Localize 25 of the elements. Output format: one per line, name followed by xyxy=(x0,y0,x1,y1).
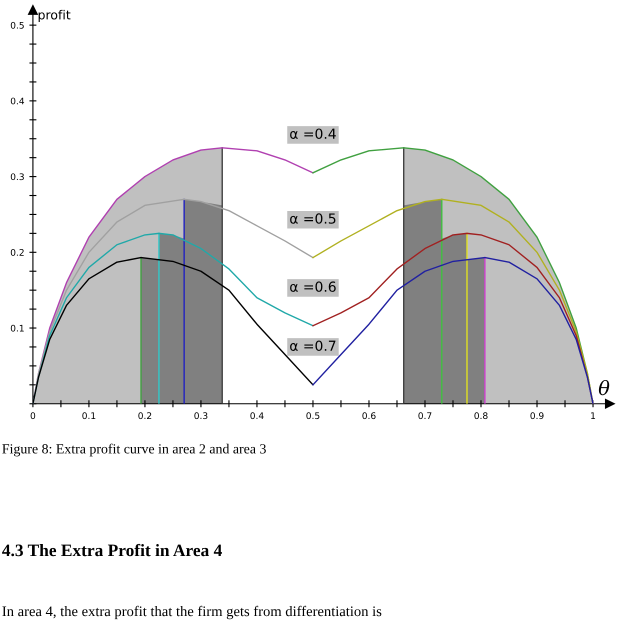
x-tick-label: 0.8 xyxy=(474,412,488,420)
x-tick-label: 0.2 xyxy=(138,412,152,420)
series-label: α =0.7 xyxy=(290,340,336,351)
series-label: α =0.6 xyxy=(290,281,336,292)
y-axis-title: profit xyxy=(38,10,70,22)
text: In area 4, the extra profit that the firm gets from differentiation is xyxy=(2,606,382,620)
x-tick-label: 0.4 xyxy=(250,412,264,420)
series-label: α =0.5 xyxy=(290,213,336,224)
y-tick-label: 0.1 xyxy=(10,324,24,332)
x-tick-label: 0.1 xyxy=(82,412,96,420)
x-tick-label: 0.9 xyxy=(530,412,544,420)
y-tick-label: 0.4 xyxy=(10,98,24,104)
y-tick-label: 0.2 xyxy=(10,249,24,256)
x-tick-label: 0.5 xyxy=(306,412,320,420)
y-tick-label: 0.5 xyxy=(10,22,24,29)
series-label: α =0.4 xyxy=(290,128,336,139)
x-tick-label: 0.6 xyxy=(362,412,376,420)
text: 4.3 The Extra Profit in Area 4 xyxy=(2,544,222,556)
x-tick-label: 0 xyxy=(30,412,36,420)
x-tick-label: 1 xyxy=(591,412,596,419)
y-tick-label: 0.3 xyxy=(10,173,24,180)
caption: Figure 8: Extra profit curve in area 2 and area 3 xyxy=(2,444,266,456)
x-tick-label: 0.7 xyxy=(418,412,432,420)
x-tick-label: 0.3 xyxy=(194,412,208,420)
x-axis-title: θ xyxy=(598,380,610,396)
